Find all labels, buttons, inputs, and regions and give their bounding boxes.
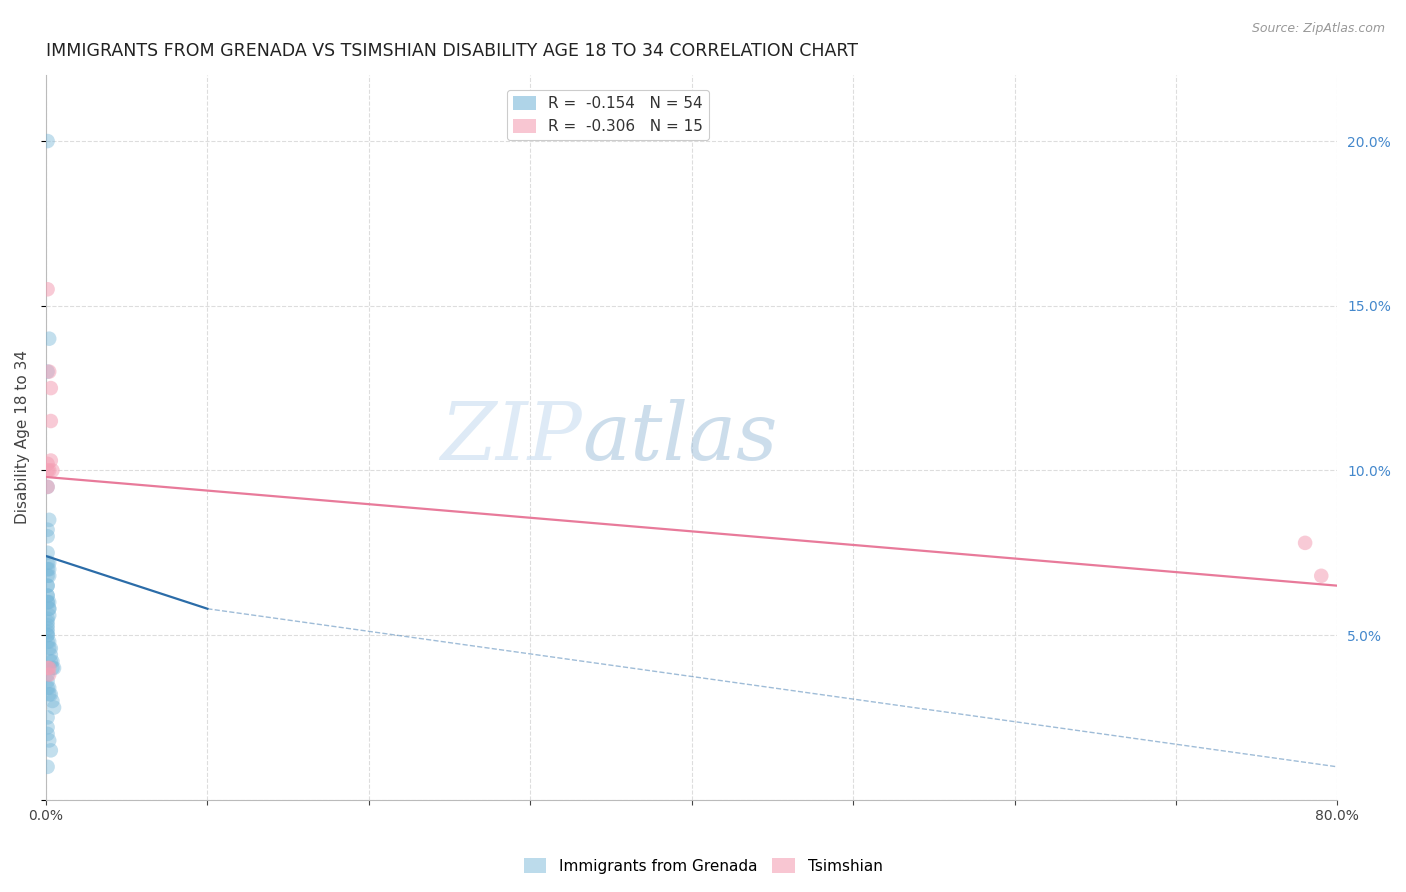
Point	[38, 595, 60, 609]
Point	[37, 589, 59, 603]
Point	[37, 134, 59, 148]
Point	[37, 628, 59, 642]
Point	[37, 569, 59, 583]
Point	[37, 615, 59, 629]
Legend: R =  -0.154   N = 54, R =  -0.306   N = 15: R = -0.154 N = 54, R = -0.306 N = 15	[506, 90, 709, 140]
Point	[38, 687, 60, 701]
Text: ZIP: ZIP	[440, 399, 582, 476]
Point	[38, 641, 60, 656]
Point	[37, 562, 59, 576]
Point	[37, 667, 59, 681]
Point	[37, 595, 59, 609]
Point	[39, 655, 62, 669]
Point	[38, 463, 60, 477]
Point	[38, 634, 60, 648]
Point	[37, 457, 59, 471]
Point	[39, 641, 62, 656]
Point	[41, 463, 63, 477]
Point	[37, 628, 59, 642]
Point	[39, 687, 62, 701]
Point	[37, 595, 59, 609]
Y-axis label: Disability Age 18 to 34: Disability Age 18 to 34	[15, 351, 30, 524]
Point	[37, 760, 59, 774]
Point	[38, 601, 60, 615]
Point	[37, 612, 59, 626]
Point	[37, 282, 59, 296]
Point	[38, 365, 60, 379]
Point	[41, 661, 63, 675]
Point	[37, 681, 59, 695]
Point	[41, 655, 63, 669]
Point	[42, 661, 65, 675]
Point	[37, 579, 59, 593]
Point	[37, 589, 59, 603]
Point	[41, 694, 63, 708]
Point	[38, 608, 60, 623]
Point	[38, 562, 60, 576]
Point	[39, 648, 62, 662]
Point	[37, 556, 59, 570]
Point	[37, 622, 59, 636]
Point	[1294, 536, 1316, 550]
Point	[37, 463, 59, 477]
Point	[37, 523, 59, 537]
Point	[38, 556, 60, 570]
Point	[37, 720, 59, 734]
Point	[38, 681, 60, 695]
Point	[38, 661, 60, 675]
Point	[38, 667, 60, 681]
Point	[37, 529, 59, 543]
Point	[39, 743, 62, 757]
Point	[37, 727, 59, 741]
Point	[42, 700, 65, 714]
Point	[37, 661, 59, 675]
Point	[1310, 569, 1333, 583]
Legend: Immigrants from Grenada, Tsimshian: Immigrants from Grenada, Tsimshian	[517, 852, 889, 880]
Point	[38, 569, 60, 583]
Point	[38, 733, 60, 747]
Point	[39, 453, 62, 467]
Point	[38, 513, 60, 527]
Point	[37, 624, 59, 639]
Point	[38, 332, 60, 346]
Point	[37, 480, 59, 494]
Point	[37, 546, 59, 560]
Point	[37, 674, 59, 689]
Point	[37, 480, 59, 494]
Point	[37, 365, 59, 379]
Point	[37, 579, 59, 593]
Text: atlas: atlas	[582, 399, 778, 476]
Point	[39, 414, 62, 428]
Text: IMMIGRANTS FROM GRENADA VS TSIMSHIAN DISABILITY AGE 18 TO 34 CORRELATION CHART: IMMIGRANTS FROM GRENADA VS TSIMSHIAN DIS…	[46, 42, 858, 60]
Point	[37, 618, 59, 632]
Point	[37, 634, 59, 648]
Point	[37, 710, 59, 724]
Point	[39, 381, 62, 395]
Text: Source: ZipAtlas.com: Source: ZipAtlas.com	[1251, 22, 1385, 36]
Point	[38, 601, 60, 615]
